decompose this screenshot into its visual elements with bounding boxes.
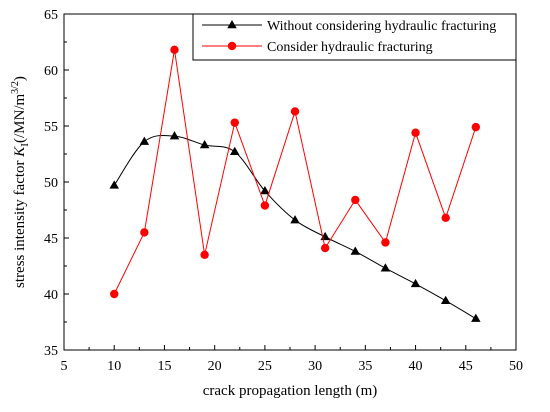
x-tick-label: 50 <box>509 359 523 374</box>
y-axis-title-var: K <box>12 146 28 158</box>
y-axis-title: stress intensity factor KI(/MN/m3/2) <box>10 76 31 288</box>
series-line-0 <box>113 134 477 320</box>
y-tick-label: 65 <box>44 8 58 23</box>
x-axis-ticks: 5 10 15 20 25 30 35 40 45 50 <box>61 345 523 374</box>
x-tick-label: 20 <box>208 359 222 374</box>
data-point-series-0 <box>109 180 119 189</box>
data-point-series-1 <box>320 243 330 253</box>
y-axis-title-unit-close: ) <box>12 76 28 81</box>
y-axis-title-sub: I <box>19 143 31 147</box>
data-point-series-1 <box>230 118 239 127</box>
y-tick-label: 55 <box>44 120 58 135</box>
data-point-series-0 <box>199 140 210 149</box>
data-point-series-1 <box>471 122 481 132</box>
data-point-series-1 <box>290 107 300 116</box>
data-point-series-0 <box>380 263 391 272</box>
data-point-series-0 <box>169 131 180 140</box>
data-point-series-0 <box>350 246 361 255</box>
y-tick-label: 50 <box>44 176 58 191</box>
y-axis-title-prefix: stress intensity factor <box>12 157 28 288</box>
y-axis-ticks: 35 40 45 50 55 60 65 <box>44 8 69 359</box>
legend-marker-series-1 <box>227 41 237 51</box>
data-point-series-1 <box>411 128 420 137</box>
x-tick-label: 5 <box>61 359 68 374</box>
data-point-series-0 <box>139 136 150 145</box>
plot-frame <box>63 13 517 351</box>
legend-box <box>192 13 517 61</box>
x-tick-label: 35 <box>358 359 372 374</box>
data-point-series-1 <box>110 289 119 299</box>
data-point-series-0 <box>230 146 240 156</box>
legend: Without considering hydraulic fracturing… <box>192 13 517 61</box>
x-tick-label: 10 <box>107 359 121 374</box>
data-point-series-0 <box>440 295 451 304</box>
x-axis-title: crack propagation length (m) <box>203 383 378 399</box>
y-axis-title-unit-open: (/MN/m <box>12 94 28 144</box>
x-tick-label: 40 <box>409 359 423 374</box>
data-point-series-1 <box>351 195 360 205</box>
data-point-series-0 <box>410 278 421 288</box>
x-tick-label: 45 <box>459 359 473 374</box>
legend-marker-series-0 <box>227 20 237 29</box>
data-point-series-1 <box>381 238 390 247</box>
data-point-series-0 <box>290 215 300 224</box>
data-point-series-1 <box>260 201 270 210</box>
data-point-series-0 <box>471 313 481 322</box>
data-point-series-1 <box>170 45 179 55</box>
x-tick-label: 25 <box>258 359 272 374</box>
legend-label-series-1: Consider hydraulic fracturing <box>267 40 433 55</box>
data-point-series-1 <box>200 250 209 259</box>
data-point-series-0 <box>260 185 270 195</box>
x-tick-label: 30 <box>308 359 322 374</box>
x-tick-label: 15 <box>157 359 171 374</box>
series-layer <box>109 45 481 322</box>
data-point-series-1 <box>441 213 450 223</box>
y-tick-label: 45 <box>44 232 58 247</box>
y-tick-label: 35 <box>44 344 58 359</box>
series-line-1 <box>113 49 477 295</box>
y-axis-title-sup: 3/2 <box>10 81 21 94</box>
data-point-series-1 <box>140 228 149 237</box>
legend-label-series-0: Without considering hydraulic fracturing <box>267 19 496 34</box>
y-tick-label: 40 <box>44 288 58 303</box>
y-tick-label: 60 <box>44 64 58 79</box>
